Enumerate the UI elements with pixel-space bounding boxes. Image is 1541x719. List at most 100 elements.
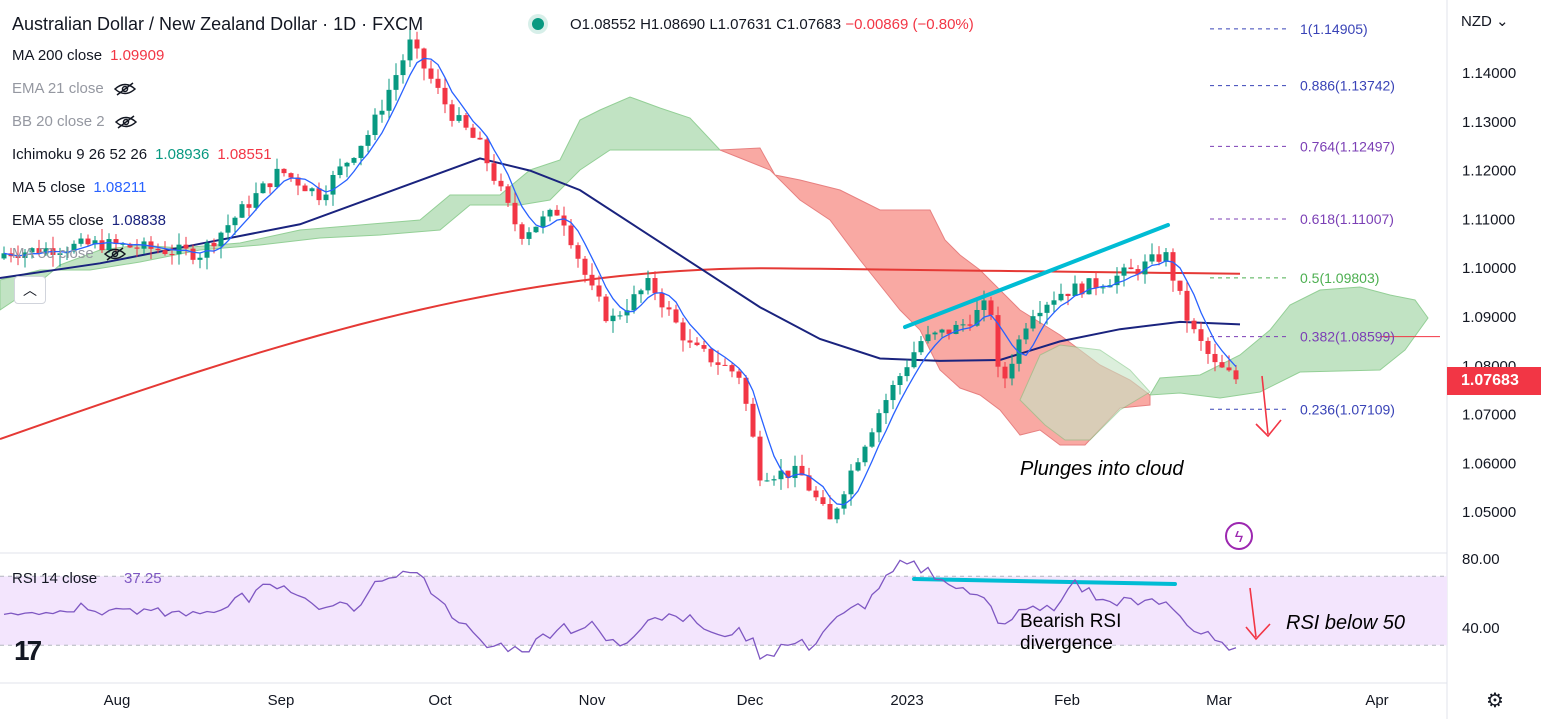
eye-hidden-icon[interactable] bbox=[103, 247, 126, 261]
candle-body bbox=[708, 348, 714, 363]
candle-body bbox=[932, 332, 938, 335]
candle-body bbox=[1051, 300, 1057, 305]
candle-body bbox=[344, 162, 350, 167]
eye-hidden-icon[interactable] bbox=[114, 115, 137, 129]
candle-body bbox=[589, 274, 595, 286]
candle-body bbox=[1086, 278, 1092, 295]
candle-body bbox=[883, 400, 889, 414]
high-value: 1.08690 bbox=[650, 16, 706, 33]
legend-value: 1.08838 bbox=[111, 212, 166, 229]
candle-body bbox=[78, 238, 84, 244]
candle-body bbox=[547, 209, 553, 217]
candle-body bbox=[155, 248, 161, 251]
candle-body bbox=[498, 180, 504, 187]
change-value: −0.00869 (−0.80%) bbox=[845, 16, 974, 33]
tradingview-logo[interactable]: 17 bbox=[14, 635, 42, 666]
legend-value: 1.09909 bbox=[110, 47, 165, 64]
candle-body bbox=[582, 258, 588, 275]
candle-body bbox=[407, 39, 413, 61]
candle-body bbox=[918, 341, 924, 353]
down-arrow-price bbox=[1255, 375, 1282, 438]
price-trendline bbox=[903, 223, 1170, 329]
candle-body bbox=[869, 432, 875, 447]
legend-item[interactable]: EMA 55 close 1.08838 bbox=[12, 212, 166, 229]
candle-body bbox=[281, 168, 287, 174]
candle-body bbox=[806, 475, 812, 491]
candle-body bbox=[512, 202, 518, 225]
candle-body bbox=[750, 403, 756, 437]
candle-body bbox=[757, 436, 763, 481]
candle-body bbox=[337, 166, 343, 176]
time-tick-label: Oct bbox=[428, 692, 452, 709]
candle-body bbox=[71, 243, 77, 252]
candle-body bbox=[533, 226, 539, 233]
rsi-tick-label: 80.00 bbox=[1462, 551, 1500, 568]
time-tick-label: Sep bbox=[268, 692, 295, 709]
candle-body bbox=[841, 494, 847, 509]
price-tick-label: 1.09000 bbox=[1462, 309, 1516, 326]
candle-body bbox=[526, 232, 532, 239]
currency-selector[interactable]: NZD ⌄ bbox=[1461, 12, 1509, 30]
legend-item[interactable]: MA 200 close 1.09909 bbox=[12, 47, 164, 64]
ma5-line bbox=[3, 57, 1237, 506]
gear-icon[interactable]: ⚙ bbox=[1486, 690, 1504, 712]
candle-body bbox=[988, 300, 994, 316]
collapse-legend-button[interactable]: ︿ bbox=[14, 276, 46, 304]
legend-item[interactable]: MA 5 close 1.08211 bbox=[12, 179, 146, 196]
lightning-icon[interactable]: ϟ bbox=[1225, 522, 1253, 550]
candle-body bbox=[232, 217, 238, 226]
candle-body bbox=[218, 232, 224, 247]
candle-body bbox=[169, 253, 175, 255]
legend-item[interactable]: Ichimoku 9 26 52 26 1.08936 1.08551 bbox=[12, 146, 272, 163]
legend-item[interactable]: EMA 21 close bbox=[12, 80, 136, 97]
candle-body bbox=[1030, 316, 1036, 329]
time-tick-label: Dec bbox=[737, 692, 764, 709]
legend-item[interactable]: MA 50 close bbox=[12, 245, 126, 262]
candle-body bbox=[365, 134, 371, 146]
candle-body bbox=[1016, 339, 1022, 364]
legend-item[interactable]: BB 20 close 2 bbox=[12, 113, 137, 130]
candle-body bbox=[827, 504, 833, 520]
candle-body bbox=[456, 115, 462, 121]
fib-level-label: 0.764(1.12497) bbox=[1300, 138, 1395, 154]
candle-body bbox=[1037, 312, 1043, 317]
price-tick-label: 1.12000 bbox=[1462, 163, 1516, 180]
candle-body bbox=[652, 278, 658, 294]
candle-body bbox=[638, 290, 644, 295]
candle-body bbox=[442, 87, 448, 105]
candle-body bbox=[1023, 328, 1029, 340]
candle-body bbox=[176, 244, 182, 255]
candle-body bbox=[1114, 275, 1120, 286]
candle-body bbox=[470, 127, 476, 138]
candle-body bbox=[771, 479, 777, 481]
candle-body bbox=[393, 75, 399, 90]
candle-body bbox=[106, 239, 112, 251]
candle-body bbox=[610, 315, 616, 322]
candle-body bbox=[701, 345, 707, 349]
candle-body bbox=[134, 247, 140, 249]
candle-body bbox=[379, 110, 385, 115]
open-label: O bbox=[570, 16, 582, 33]
eye-hidden-icon[interactable] bbox=[113, 82, 136, 96]
price-tick-label: 1.06000 bbox=[1462, 455, 1516, 472]
chevron-down-icon: ⌄ bbox=[1496, 13, 1509, 30]
candle-body bbox=[897, 376, 903, 385]
candle-body bbox=[911, 352, 917, 368]
open-value: 1.08552 bbox=[581, 16, 636, 33]
candle-body bbox=[1, 253, 7, 259]
candle-body bbox=[428, 68, 434, 79]
candle-body bbox=[687, 340, 693, 343]
time-tick-label: Apr bbox=[1365, 692, 1388, 709]
candle-body bbox=[484, 139, 490, 164]
time-tick-label: 2023 bbox=[890, 692, 923, 709]
candle-body bbox=[568, 225, 574, 246]
legend-name: Ichimoku 9 26 52 26 bbox=[12, 146, 148, 163]
candle-body bbox=[1072, 283, 1078, 297]
candle-body bbox=[785, 470, 791, 479]
low-label: L bbox=[709, 16, 718, 33]
candle-body bbox=[1156, 254, 1162, 262]
candle-body bbox=[57, 253, 63, 255]
candle-body bbox=[1177, 280, 1183, 291]
candle-body bbox=[1065, 293, 1071, 297]
